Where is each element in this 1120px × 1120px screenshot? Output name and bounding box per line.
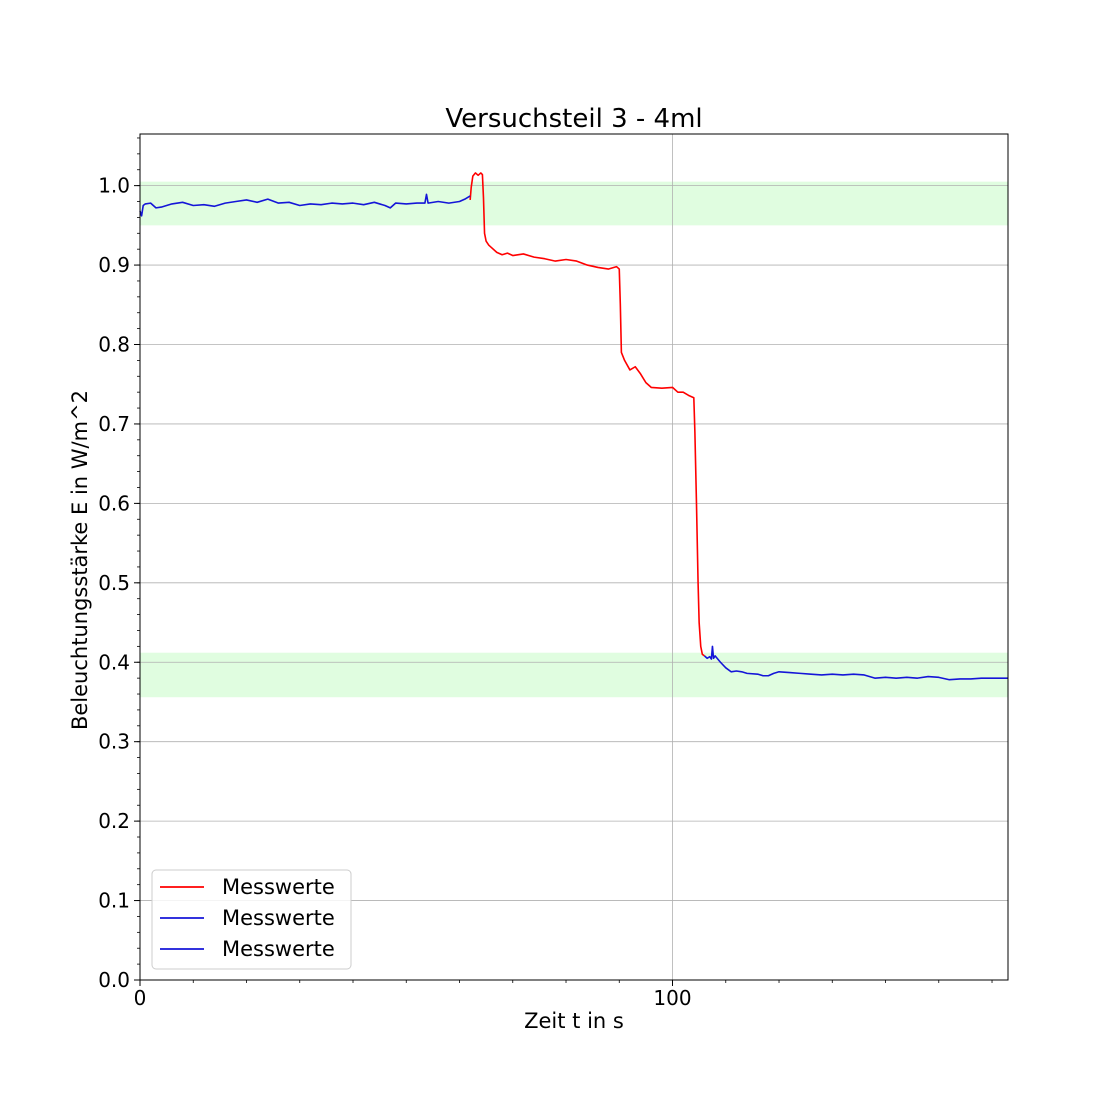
legend-box — [151, 869, 352, 970]
y-tick-label-3: 0.3 — [98, 730, 130, 754]
y-tick-label-0: 0.0 — [98, 968, 130, 992]
data-series — [139, 172, 1008, 681]
y-tick-label-7: 0.7 — [98, 412, 130, 436]
legend: Messwerte Messwerte Messwerte — [151, 869, 352, 970]
reference-band-2 — [140, 652, 1008, 698]
legend-label-3: Messwerte — [222, 937, 335, 961]
plot-area — [134, 133, 1009, 986]
reference-band-1 — [140, 181, 1008, 226]
y-tick-label-9: 0.9 — [98, 253, 130, 277]
y-tick-label-4: 0.4 — [98, 650, 130, 674]
tick-labels: 0.0 0.1 0.2 0.3 0.4 0.5 0.6 0.7 0.8 0.9 1.0 0 100 — [98, 174, 691, 1010]
series-line-3 — [703, 645, 1008, 681]
y-axis-label: Beleuchtungsstärke E in W/m^2 — [68, 390, 92, 730]
y-tick-label-8: 0.8 — [98, 333, 130, 357]
series-line-1 — [469, 172, 705, 657]
x-tick-label-0: 0 — [134, 986, 147, 1010]
x-axis-label: Zeit t in s — [524, 1009, 624, 1033]
y-tick-label-5: 0.5 — [98, 571, 130, 595]
chart-title: Versuchsteil 3 - 4ml — [445, 104, 702, 134]
y-tick-label-2: 0.2 — [98, 809, 130, 833]
legend-label-2: Messwerte — [222, 906, 335, 930]
y-tick-label-1: 0.1 — [98, 889, 130, 913]
x-tick-label-1: 100 — [653, 986, 691, 1010]
axis-ticks — [134, 137, 993, 986]
y-tick-label-6: 0.6 — [98, 491, 130, 515]
series-line-2 — [139, 193, 471, 217]
y-tick-label-10: 1.0 — [98, 174, 130, 198]
plot-frame — [139, 133, 1009, 981]
legend-label-1: Messwerte — [222, 875, 335, 899]
